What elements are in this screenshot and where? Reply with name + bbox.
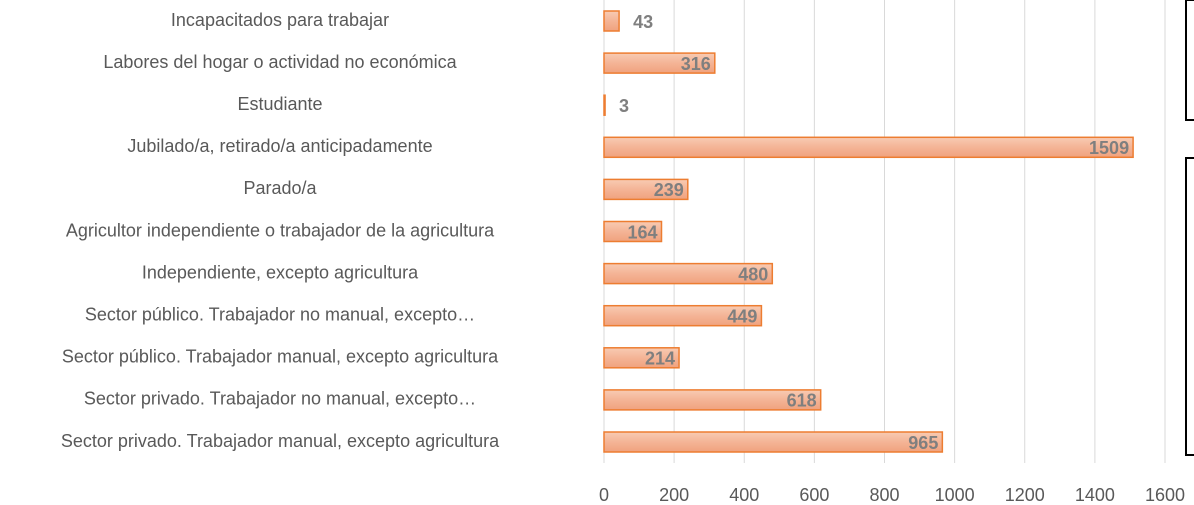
y-tick-label: Sector privado. Trabajador manual, excep…	[61, 431, 500, 451]
y-tick-label: Sector privado. Trabajador no manual, ex…	[84, 389, 476, 409]
x-tick-label: 0	[599, 485, 609, 505]
x-tick-label: 1200	[1005, 485, 1045, 505]
y-tick-label: Estudiante	[237, 94, 322, 114]
value-label: 214	[645, 349, 675, 369]
bar	[603, 94, 606, 116]
value-label: 480	[738, 264, 768, 284]
bar	[603, 262, 774, 285]
y-tick-label: Agricultor independiente o trabajador de…	[66, 220, 495, 240]
x-tick-label: 200	[659, 485, 689, 505]
x-tick-label: 1600	[1145, 485, 1185, 505]
bar	[603, 220, 663, 243]
value-label: 965	[908, 433, 938, 453]
y-tick-label: Parado/a	[243, 178, 317, 198]
value-label: 1509	[1089, 138, 1129, 158]
value-label: 316	[681, 54, 711, 74]
bar	[603, 347, 680, 369]
value-label: 449	[727, 306, 757, 326]
y-tick-label: Sector público. Trabajador no manual, ex…	[85, 304, 475, 324]
legend-edge	[1185, 0, 1194, 121]
bar	[603, 431, 944, 453]
value-label: 239	[654, 180, 684, 200]
y-tick-label: Incapacitados para trabajar	[171, 10, 389, 30]
bar	[603, 136, 1134, 159]
y-tick-label: Labores del hogar o actividad no económi…	[103, 52, 457, 72]
value-label: 3	[619, 96, 629, 116]
x-tick-label: 1000	[935, 485, 975, 505]
value-label: 618	[787, 391, 817, 411]
y-tick-label: Sector público. Trabajador manual, excep…	[62, 347, 499, 367]
value-label: 43	[633, 12, 653, 32]
legend-edge	[1185, 157, 1194, 456]
y-tick-label: Independiente, excepto agricultura	[142, 262, 419, 282]
value-label: 164	[627, 222, 657, 242]
bar	[603, 304, 763, 327]
y-tick-label: Jubilado/a, retirado/a anticipadamente	[127, 136, 432, 156]
x-tick-label: 400	[729, 485, 759, 505]
bar	[603, 10, 620, 32]
bar	[603, 52, 716, 74]
bar	[603, 178, 689, 201]
x-tick-label: 800	[869, 485, 899, 505]
x-tick-label: 1400	[1075, 485, 1115, 505]
bar	[603, 389, 822, 411]
x-tick-label: 600	[799, 485, 829, 505]
